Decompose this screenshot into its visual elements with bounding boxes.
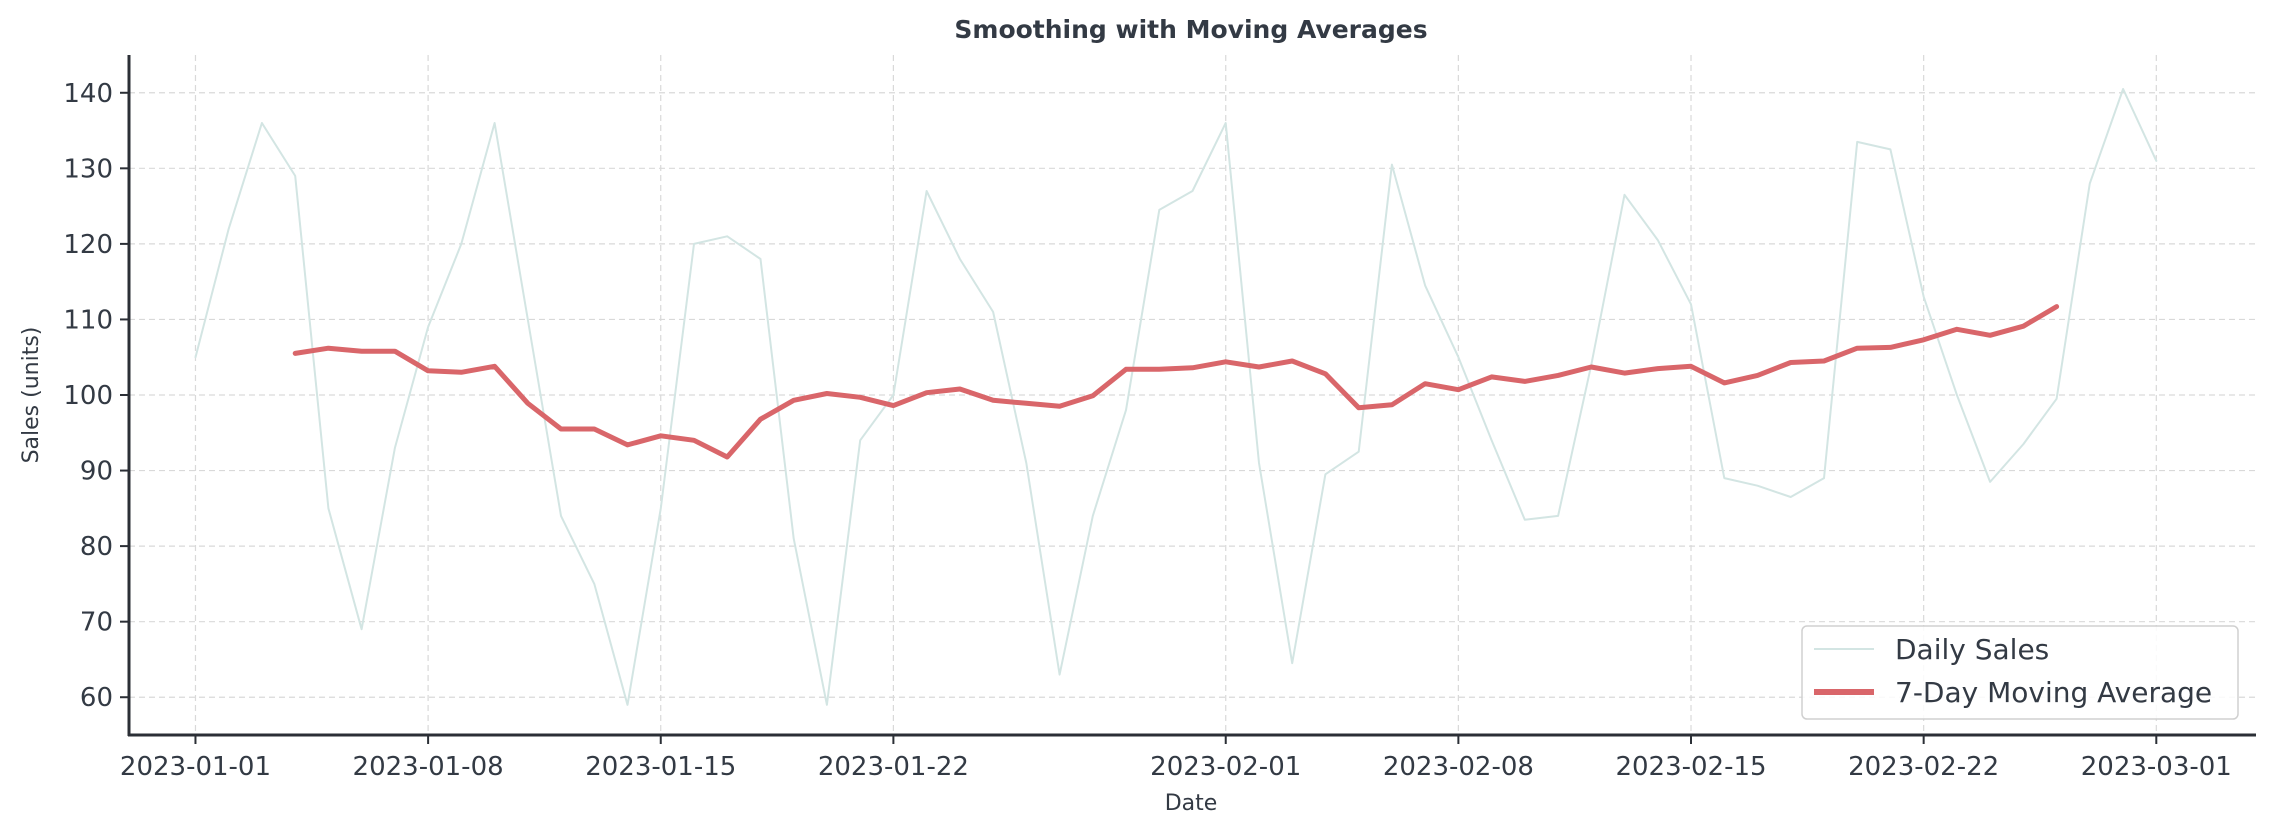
y-tick-label: 90: [80, 457, 113, 487]
series-line-daily-sales: [194, 88, 2158, 706]
x-axis-label: Date: [1165, 791, 1218, 816]
y-tick-label: 100: [63, 381, 113, 411]
legend-box: [1801, 625, 2239, 720]
x-tick-label: 2023-01-22: [818, 752, 969, 782]
plot-area: [194, 88, 2158, 706]
x-tick-label: 2023-01-01: [120, 752, 271, 782]
y-tick-label: 110: [63, 305, 113, 335]
y-tick-label: 120: [63, 230, 113, 260]
y-ticks: 60 70 80 90 100 110 120 130 140: [63, 79, 129, 713]
x-tick-label: 2023-01-15: [585, 752, 736, 782]
x-tick-label: 2023-02-01: [1150, 752, 1301, 782]
x-tick-label: 2023-02-15: [1615, 752, 1766, 782]
y-axis-label: Sales (units): [19, 327, 44, 464]
x-tick-label: 2023-03-01: [2081, 752, 2232, 782]
x-tick-label: 2023-01-08: [353, 752, 504, 782]
legend: Daily Sales 7-Day Moving Average: [1801, 625, 2239, 720]
y-tick-label: 60: [80, 683, 113, 713]
x-ticks: 2023-01-01 2023-01-08 2023-01-15 2023-01-22…: [120, 735, 2232, 782]
y-tick-label: 130: [63, 154, 113, 184]
y-tick-label: 140: [63, 79, 113, 109]
legend-label-daily-sales: Daily Sales: [1895, 633, 2049, 666]
x-tick-label: 2023-02-22: [1848, 752, 1999, 782]
legend-label-moving-average: 7-Day Moving Average: [1895, 676, 2212, 709]
y-tick-label: 70: [80, 608, 113, 638]
y-tick-label: 80: [80, 532, 113, 562]
grid: [129, 55, 2256, 735]
chart-title: Smoothing with Moving Averages: [954, 15, 1427, 44]
series-line-moving-average: [292, 304, 2060, 460]
x-tick-label: 2023-02-08: [1383, 752, 1534, 782]
